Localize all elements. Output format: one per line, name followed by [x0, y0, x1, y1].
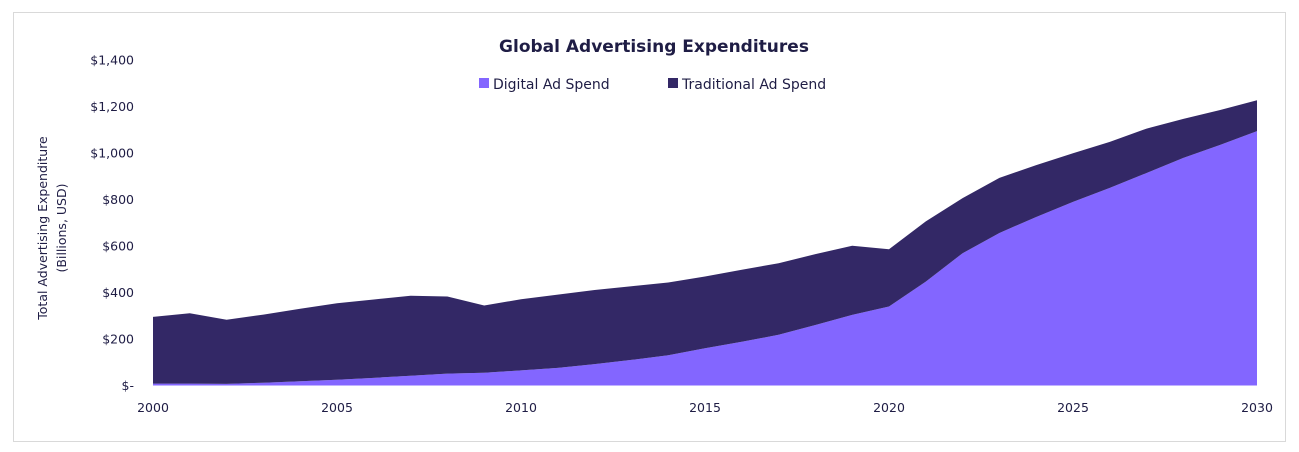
x-tick-label: 2010 [505, 400, 537, 415]
x-axis: 2000 2005 2010 2015 2020 2025 2030 [137, 400, 1273, 415]
legend-swatch-traditional [668, 78, 678, 88]
y-tick-label: $600 [102, 239, 134, 254]
plot-area [153, 100, 1257, 386]
legend-label-digital: Digital Ad Spend [493, 77, 610, 93]
x-tick-label: 2005 [321, 400, 353, 415]
y-tick-label: $- [122, 378, 134, 393]
y-tick-label: $1,400 [90, 53, 134, 68]
area-series-traditional-ad-spend [153, 100, 1257, 384]
legend-item-digital: Digital Ad Spend [479, 77, 610, 93]
y-axis: $- $200 $400 $600 $800 $1,000 $1,200 $1,400 [90, 53, 134, 394]
area-series-digital-ad-spend [153, 131, 1257, 386]
y-tick-label: $1,000 [90, 146, 134, 161]
legend-swatch-digital [479, 78, 489, 88]
x-tick-label: 2025 [1057, 400, 1089, 415]
y-tick-label: $1,200 [90, 99, 134, 114]
x-tick-label: 2015 [689, 400, 721, 415]
y-tick-label: $800 [102, 192, 134, 207]
y-tick-label: $400 [102, 285, 134, 300]
chart-title: Global Advertising Expenditures [499, 37, 809, 57]
x-tick-label: 2020 [873, 400, 905, 415]
legend-label-traditional: Traditional Ad Spend [681, 77, 826, 93]
y-axis-title-line1: Total Advertising Expenditure [35, 136, 50, 321]
x-tick-label: 2000 [137, 400, 169, 415]
y-tick-label: $200 [102, 332, 134, 347]
y-axis-title-line2: (Billions, USD) [54, 184, 69, 273]
legend-item-traditional: Traditional Ad Spend [668, 77, 826, 93]
legend: Digital Ad Spend Traditional Ad Spend [479, 77, 826, 93]
x-tick-label: 2030 [1241, 400, 1273, 415]
